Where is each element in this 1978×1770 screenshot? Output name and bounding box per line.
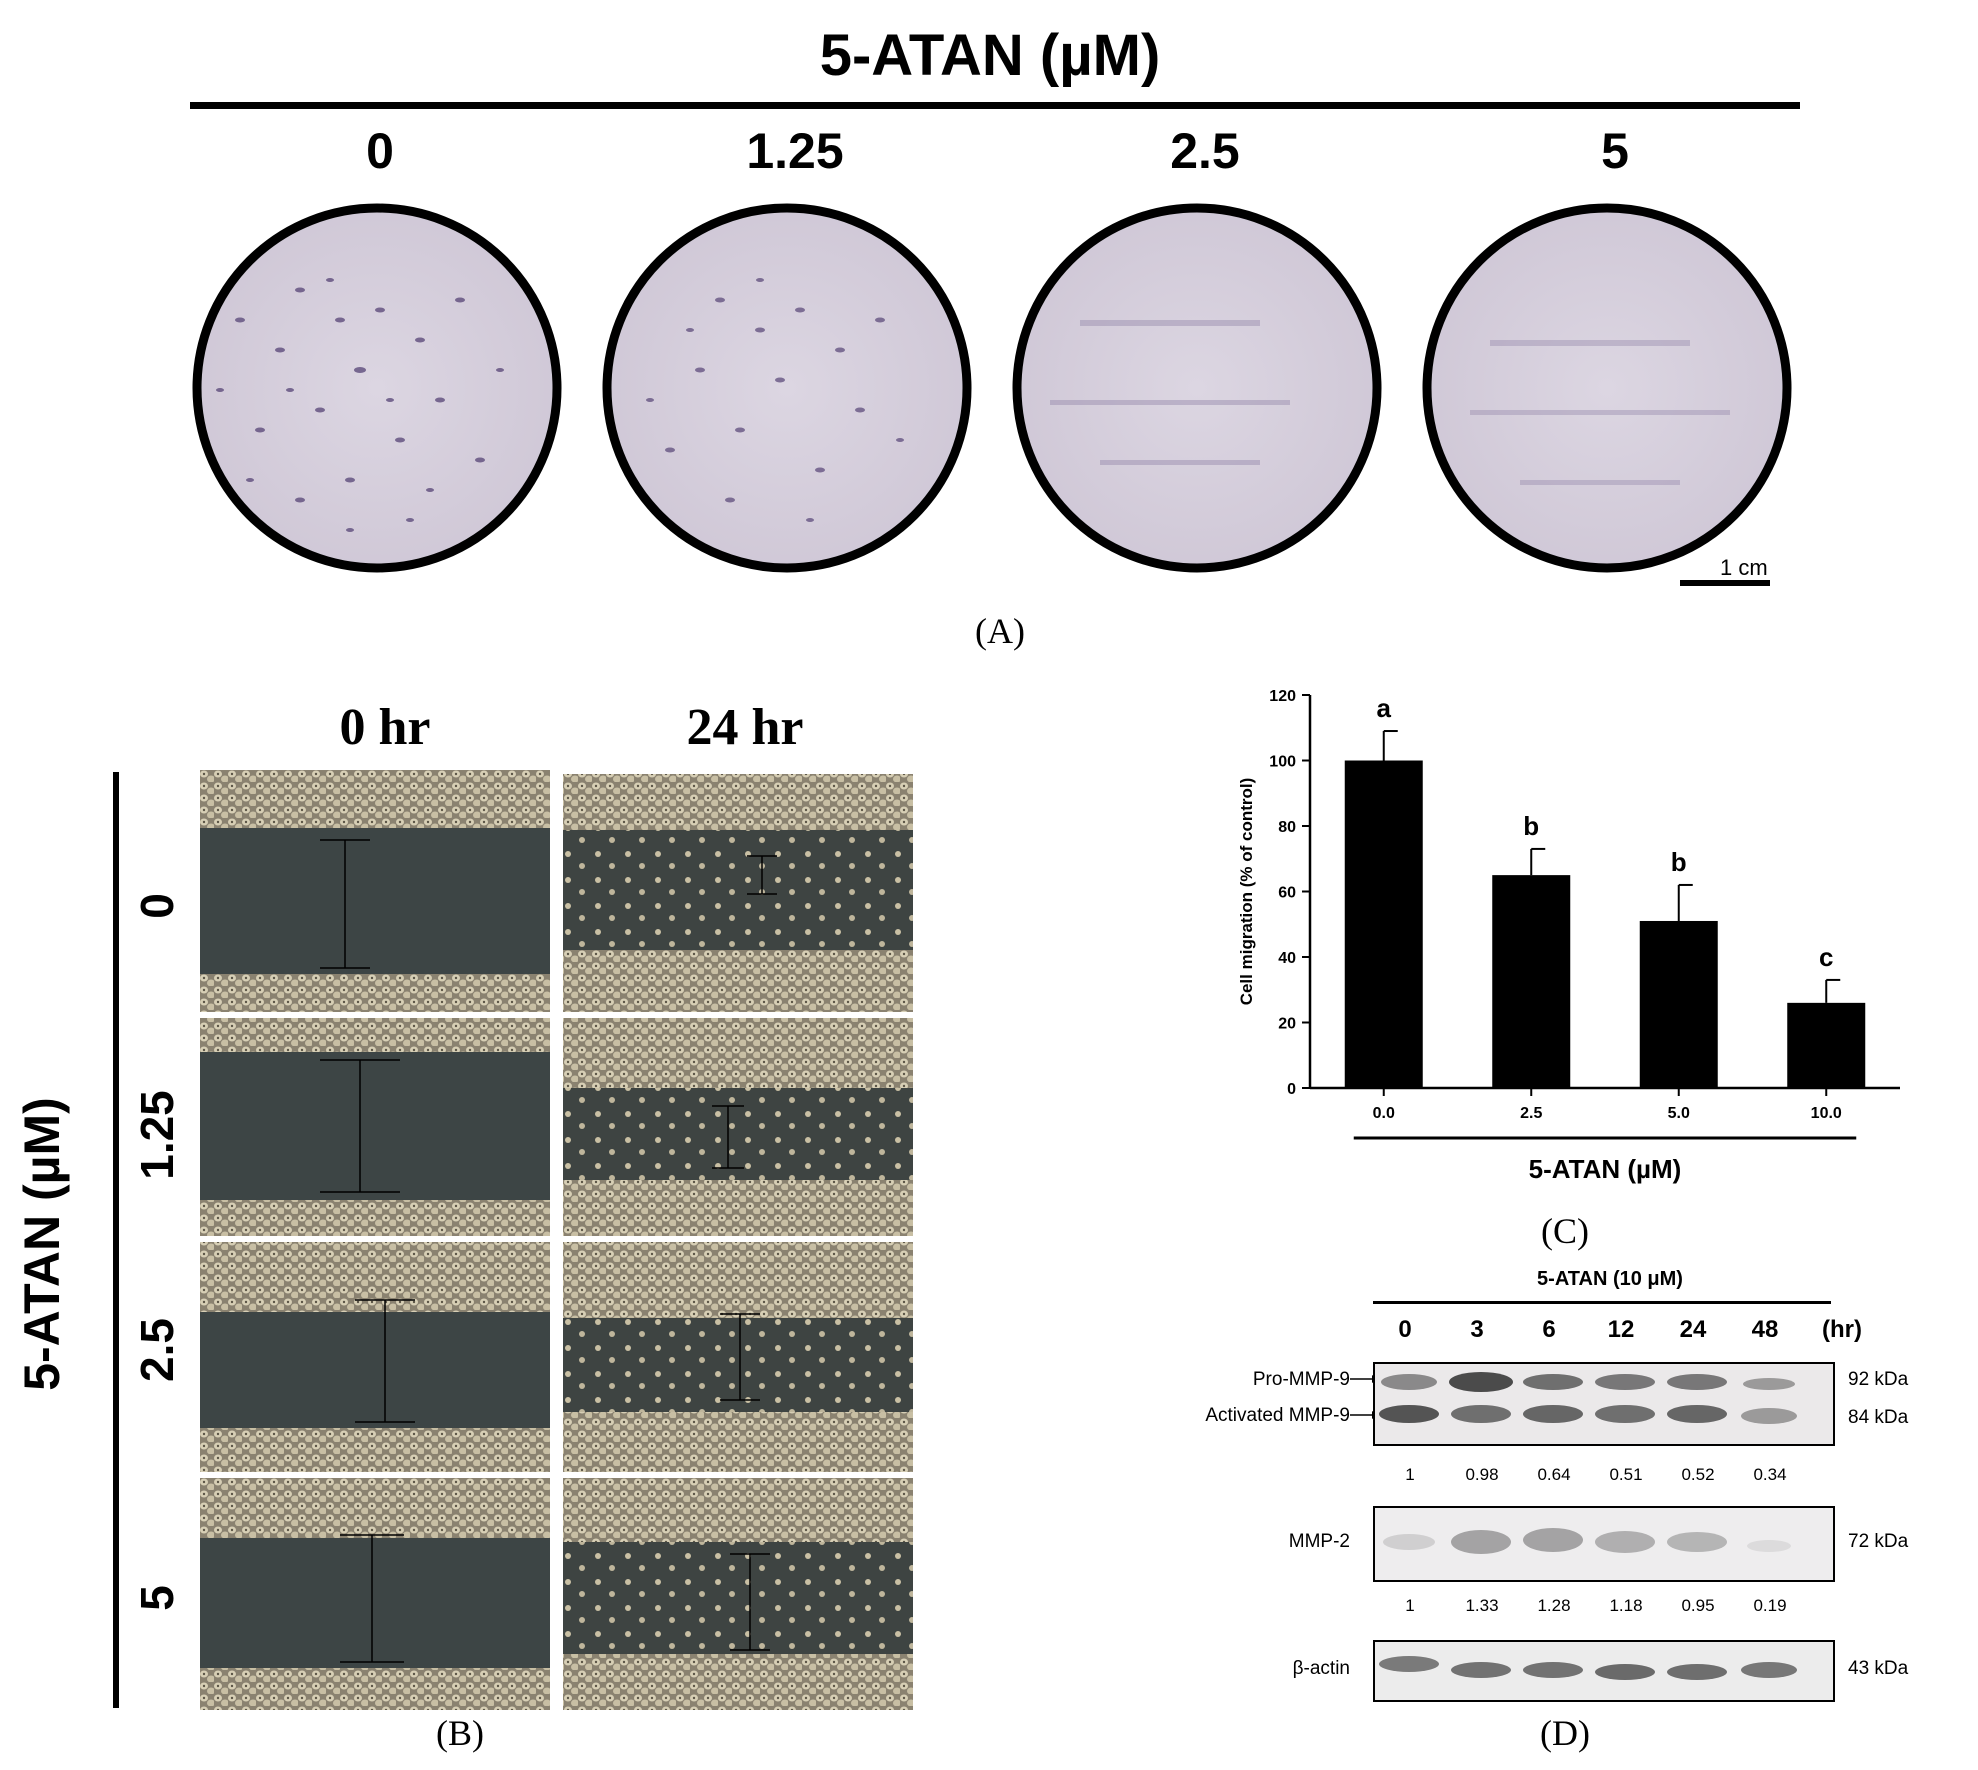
panel-a-heading: 5-ATAN (µM) — [819, 23, 1161, 88]
scratch-image-0hr-1 — [200, 1018, 550, 1236]
time-unit: (hr) — [1822, 1316, 1862, 1343]
blot-size-84: 84 kDa — [1848, 1407, 1909, 1428]
significance-letter-2: b — [1671, 847, 1687, 877]
panel-c-label: (C) — [1541, 1211, 1589, 1251]
panel-b-label: (B) — [436, 1713, 484, 1753]
bar-1 — [1492, 875, 1571, 1088]
transwell-well-0 — [192, 203, 562, 573]
row-label-1: 1.25 — [131, 1090, 183, 1180]
bar-0 — [1344, 760, 1423, 1088]
blot-mmp2 — [1373, 1506, 1835, 1582]
timepoint-5: 48 — [1751, 1316, 1779, 1343]
panel-b-axis-label: 5-ATAN (µM) — [14, 1097, 70, 1391]
blot-label-pro-mmp9: Pro-MMP-9 — [1252, 1369, 1350, 1390]
x-tick-label-0: 0.0 — [1373, 1105, 1395, 1122]
bar-2 — [1639, 920, 1718, 1088]
panel-a-heading-rule — [190, 102, 1800, 109]
conc-label-0: 0 — [366, 123, 394, 179]
transwell-well-3 — [1422, 203, 1792, 573]
timepoint-4: 24 — [1679, 1316, 1707, 1343]
conc-label-3: 5 — [1601, 123, 1629, 179]
timepoint-0: 0 — [1398, 1316, 1412, 1343]
row-label-2: 2.5 — [131, 1318, 183, 1382]
blot-label-activated-mmp9: Activated MMP-9 — [1205, 1405, 1350, 1426]
x-tick-label-2: 5.0 — [1668, 1105, 1690, 1122]
scale-bar — [1680, 580, 1770, 586]
transwell-well-2 — [1012, 203, 1382, 573]
time-header-0: 0 hr — [339, 699, 431, 756]
mmp9-value-0: 1 — [1405, 1465, 1415, 1484]
scratch-assay-grid — [200, 770, 913, 1710]
mmp9-value-2: 0.64 — [1537, 1465, 1571, 1484]
x-tick-label-1: 2.5 — [1520, 1105, 1542, 1122]
blot-size-92: 92 kDa — [1848, 1369, 1909, 1390]
y-tick-label: 60 — [1278, 885, 1296, 902]
panel-b-axis-rule — [113, 772, 119, 1708]
conc-label-1: 1.25 — [746, 123, 844, 179]
mmp9-value-3: 0.51 — [1609, 1465, 1643, 1484]
blot-mmp9 — [1373, 1362, 1835, 1446]
transwell-well-1 — [602, 203, 972, 573]
scale-bar-label: 1 cm — [1720, 555, 1768, 580]
mmp9-value-1: 0.98 — [1465, 1465, 1499, 1484]
panel-a-label: (A) — [975, 611, 1025, 651]
blot-size-72: 72 kDa — [1848, 1531, 1909, 1552]
significance-letter-1: b — [1523, 811, 1539, 841]
x-axis-label: 5-ATAN (µM) — [1529, 1154, 1682, 1184]
mmp2-value-0: 1 — [1405, 1596, 1415, 1615]
blot-label-beta-actin: β-actin — [1292, 1658, 1350, 1679]
panel-d-label: (D) — [1540, 1713, 1590, 1753]
blot-size-43: 43 kDa — [1848, 1658, 1909, 1679]
blot-label-mmp2: MMP-2 — [1288, 1531, 1350, 1552]
y-tick-label: 100 — [1269, 754, 1296, 771]
conc-label-2: 2.5 — [1170, 123, 1240, 179]
mmp9-value-4: 0.52 — [1681, 1465, 1715, 1484]
blot-treatment-label: 5-ATAN (10 μM) — [1537, 1268, 1683, 1290]
y-tick-label: 0 — [1287, 1081, 1296, 1098]
timepoint-1: 3 — [1470, 1316, 1484, 1343]
mmp2-value-1: 1.33 — [1465, 1596, 1499, 1615]
mmp2-value-4: 0.95 — [1681, 1596, 1715, 1615]
significance-letter-0: a — [1377, 693, 1392, 723]
scratch-image-0hr-0 — [200, 770, 550, 1012]
scratch-image-24hr-0 — [563, 774, 913, 1012]
mmp2-value-3: 1.18 — [1609, 1596, 1643, 1615]
row-label-3: 5 — [131, 1585, 183, 1611]
transwell-wells — [192, 203, 1792, 573]
scratch-image-24hr-2 — [563, 1242, 913, 1472]
bar-3 — [1787, 1002, 1866, 1088]
mmp2-value-2: 1.28 — [1537, 1596, 1571, 1615]
timepoint-3: 12 — [1607, 1316, 1635, 1343]
timepoint-2: 6 — [1542, 1316, 1556, 1343]
y-tick-label: 120 — [1269, 688, 1296, 705]
scratch-image-24hr-3 — [563, 1478, 913, 1710]
migration-bar-chart: 0 20 40 60 80 100 120 a 0.0 b 2.5 b 5.0 c 10.0 5-ATAN… — [1237, 688, 1900, 1184]
row-label-0: 0 — [131, 893, 183, 919]
y-tick-label: 40 — [1278, 950, 1296, 967]
blot-beta-actin — [1373, 1640, 1835, 1702]
mmp9-value-5: 0.34 — [1753, 1465, 1787, 1484]
blot-treatment-rule — [1373, 1301, 1831, 1304]
scratch-image-0hr-2 — [200, 1242, 550, 1472]
y-axis-label: Cell migration (% of control) — [1237, 778, 1256, 1006]
y-tick-label: 20 — [1278, 1016, 1296, 1033]
time-header-1: 24 hr — [686, 699, 804, 756]
scratch-image-24hr-1 — [563, 1018, 913, 1236]
significance-letter-3: c — [1819, 942, 1833, 972]
x-tick-label-3: 10.0 — [1811, 1105, 1842, 1122]
scratch-image-0hr-3 — [200, 1478, 550, 1710]
y-tick-label: 80 — [1278, 819, 1296, 836]
mmp2-value-5: 0.19 — [1753, 1596, 1787, 1615]
